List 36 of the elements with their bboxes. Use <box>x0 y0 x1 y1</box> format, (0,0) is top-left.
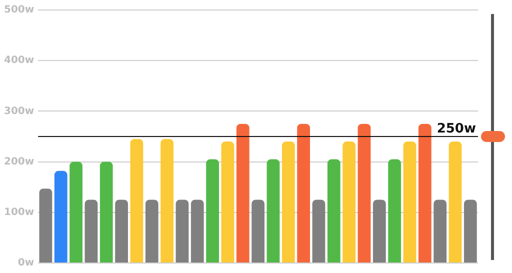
bar <box>403 142 416 262</box>
bar <box>236 124 250 262</box>
bar <box>327 159 340 262</box>
bar <box>115 200 128 262</box>
bar <box>70 162 82 262</box>
bar <box>388 159 402 262</box>
bar <box>145 200 158 262</box>
bar <box>130 139 144 262</box>
bar <box>358 124 371 262</box>
bar <box>266 159 280 262</box>
bar <box>342 142 356 262</box>
y-tick-label: 500w <box>4 4 34 16</box>
bar <box>418 124 432 262</box>
bar <box>252 200 265 262</box>
bar <box>372 200 386 262</box>
bar <box>464 200 477 262</box>
y-tick-label: 400w <box>4 55 34 66</box>
bar <box>84 200 98 262</box>
bar <box>190 200 204 262</box>
y-tick-label: 300w <box>4 106 34 117</box>
bar <box>297 124 310 262</box>
bar <box>54 170 68 262</box>
bar <box>282 142 295 262</box>
bar <box>39 188 52 262</box>
bar <box>206 159 219 262</box>
bar <box>221 142 234 262</box>
bar <box>176 200 189 262</box>
bar <box>434 200 447 262</box>
y-tick-label: 100w <box>4 206 34 218</box>
bar <box>160 139 174 262</box>
y-tick-label: 200w <box>4 156 34 168</box>
bar <box>312 200 326 262</box>
y-tick-label: 0w <box>18 258 34 269</box>
bar <box>100 162 113 262</box>
bar <box>448 142 462 262</box>
ref-line-label: 250w <box>436 121 476 136</box>
